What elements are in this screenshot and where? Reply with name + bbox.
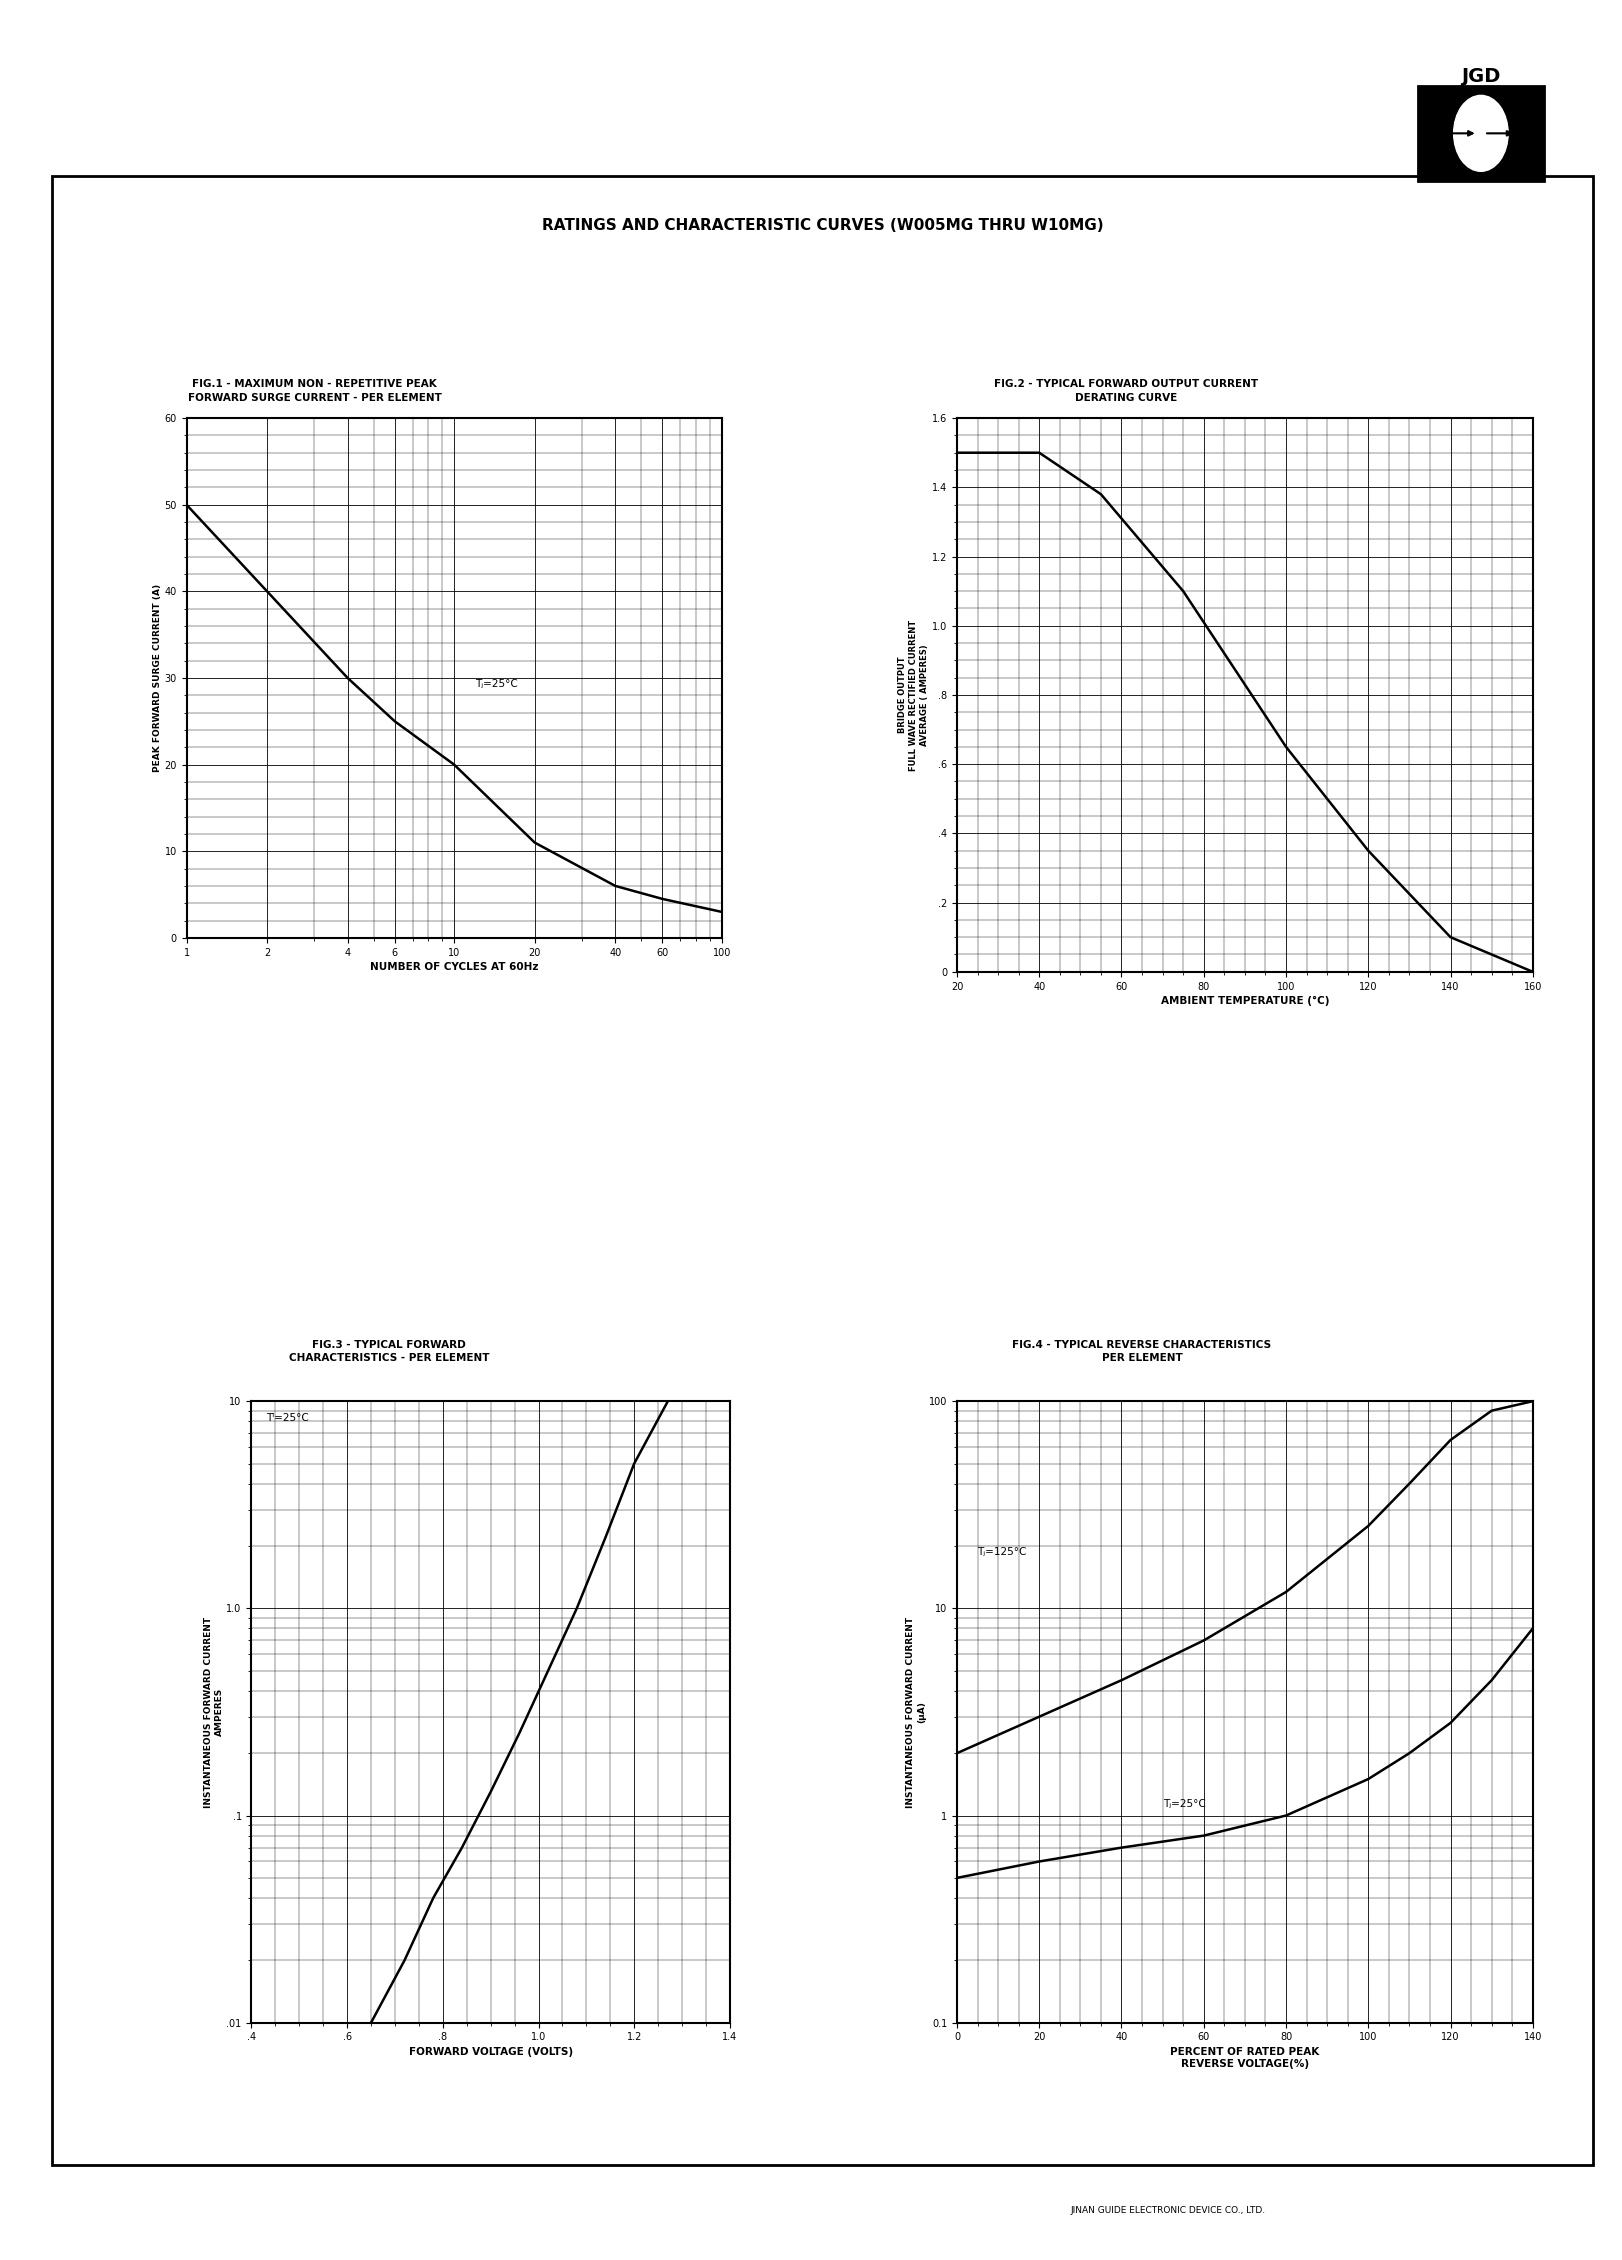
X-axis label: NUMBER OF CYCLES AT 60Hz: NUMBER OF CYCLES AT 60Hz xyxy=(370,963,539,972)
Bar xyxy=(1418,86,1544,181)
Text: Tⱼ=125°C: Tⱼ=125°C xyxy=(978,1548,1027,1557)
Text: JINAN GUIDE ELECTRONIC DEVICE CO., LTD.: JINAN GUIDE ELECTRONIC DEVICE CO., LTD. xyxy=(1071,2206,1265,2215)
Text: Tⱼ=25°C: Tⱼ=25°C xyxy=(475,678,517,689)
Text: FIG.1 - MAXIMUM NON - REPETITIVE PEAK
FORWARD SURGE CURRENT - PER ELEMENT: FIG.1 - MAXIMUM NON - REPETITIVE PEAK FO… xyxy=(188,380,441,402)
Y-axis label: INSTANTANEOUS FORWARD CURRENT
(μA): INSTANTANEOUS FORWARD CURRENT (μA) xyxy=(907,1616,926,1808)
X-axis label: FORWARD VOLTAGE (VOLTS): FORWARD VOLTAGE (VOLTS) xyxy=(409,2048,573,2057)
Bar xyxy=(52,176,1593,2165)
X-axis label: PERCENT OF RATED PEAK
REVERSE VOLTAGE(%): PERCENT OF RATED PEAK REVERSE VOLTAGE(%) xyxy=(1169,2048,1320,2068)
Text: JGD: JGD xyxy=(1461,68,1500,86)
Text: FIG.3 - TYPICAL FORWARD
CHARACTERISTICS - PER ELEMENT: FIG.3 - TYPICAL FORWARD CHARACTERISTICS … xyxy=(289,1340,490,1363)
Text: Tⱼ=25°C: Tⱼ=25°C xyxy=(1163,1799,1205,1808)
Y-axis label: PEAK FORWARD SURGE CURRENT (A): PEAK FORWARD SURGE CURRENT (A) xyxy=(152,583,162,773)
Y-axis label: INSTANTANEOUS FORWARD CURRENT
AMPERES: INSTANTANEOUS FORWARD CURRENT AMPERES xyxy=(203,1616,224,1808)
Text: FIG.2 - TYPICAL FORWARD OUTPUT CURRENT
DERATING CURVE: FIG.2 - TYPICAL FORWARD OUTPUT CURRENT D… xyxy=(994,380,1257,402)
Text: RATINGS AND CHARACTERISTIC CURVES (W005MG THRU W10MG): RATINGS AND CHARACTERISTIC CURVES (W005M… xyxy=(542,219,1103,233)
X-axis label: AMBIENT TEMPERATURE (°C): AMBIENT TEMPERATURE (°C) xyxy=(1161,997,1328,1006)
Y-axis label: BRIDGE OUTPUT
FULL WAVE RECTIFIED CURRENT
AVERAGE ( AMPERES): BRIDGE OUTPUT FULL WAVE RECTIFIED CURREN… xyxy=(899,619,929,771)
Text: FIG.4 - TYPICAL REVERSE CHARACTERISTICS
PER ELEMENT: FIG.4 - TYPICAL REVERSE CHARACTERISTICS … xyxy=(1012,1340,1272,1363)
Circle shape xyxy=(1453,95,1508,172)
Text: Tᴵ=25°C: Tᴵ=25°C xyxy=(266,1412,308,1424)
